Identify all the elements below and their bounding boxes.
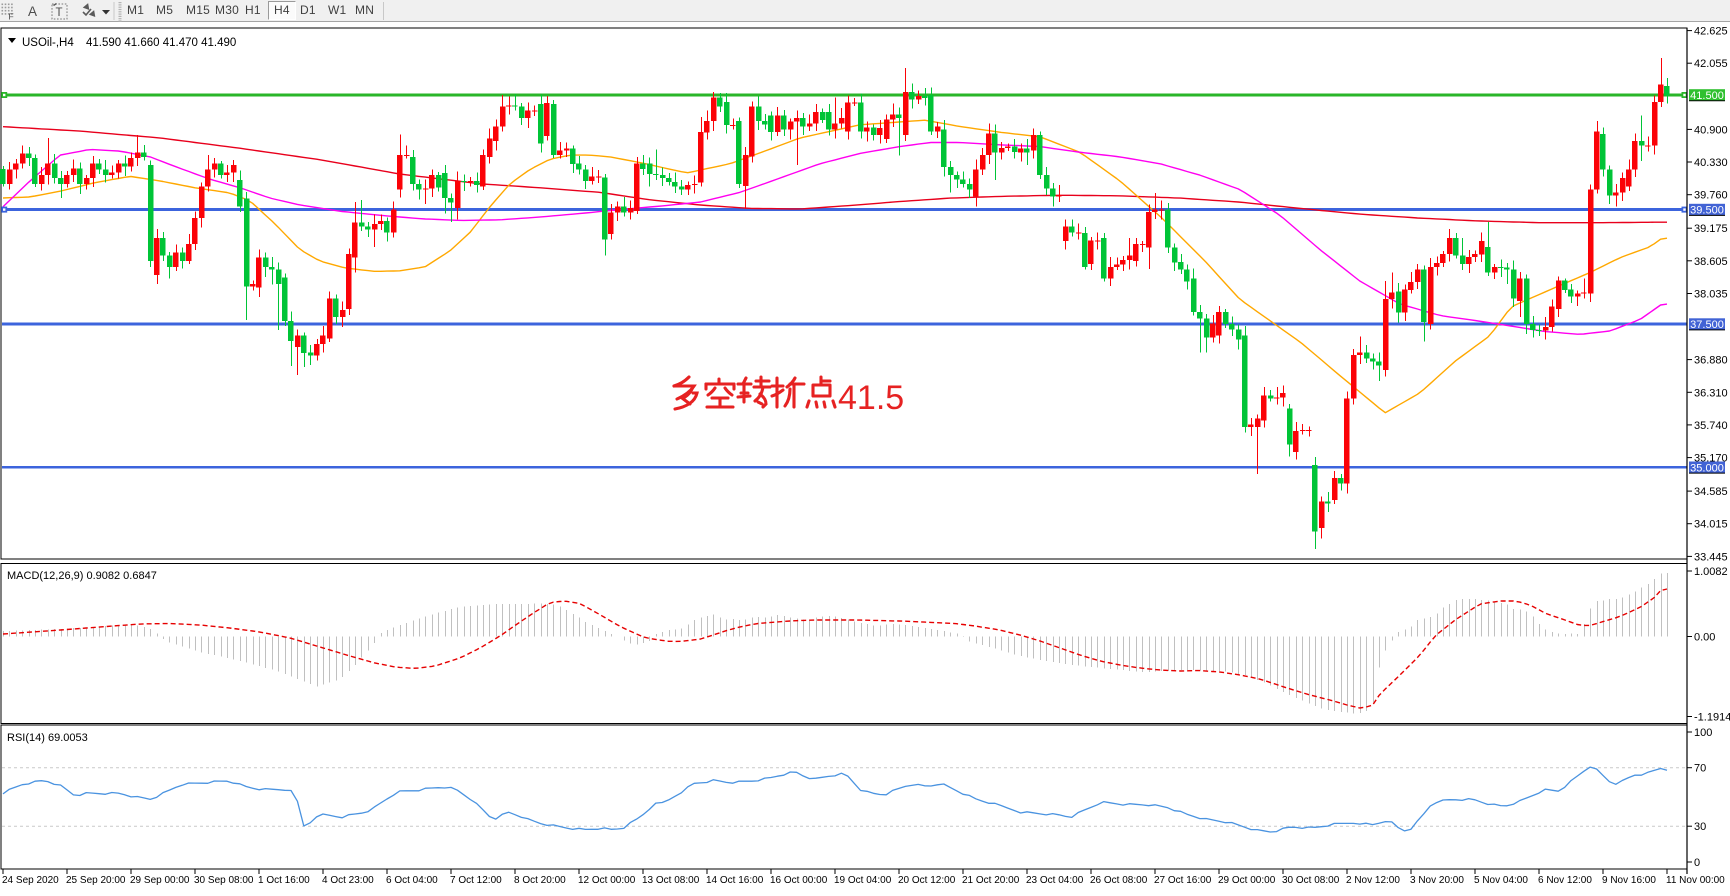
- svg-text:29 Oct 00:00: 29 Oct 00:00: [1218, 875, 1276, 886]
- svg-text:11 Nov 00:00: 11 Nov 00:00: [1666, 875, 1725, 886]
- svg-text:100: 100: [1694, 727, 1712, 739]
- svg-text:70: 70: [1694, 763, 1706, 775]
- svg-text:38.605: 38.605: [1694, 256, 1728, 268]
- svg-text:36.310: 36.310: [1694, 387, 1728, 399]
- svg-text:33.445: 33.445: [1694, 551, 1728, 563]
- svg-text:20 Oct 12:00: 20 Oct 12:00: [898, 875, 956, 886]
- svg-text:41.590 41.660 41.470 41.490: 41.590 41.660 41.470 41.490: [86, 37, 236, 49]
- svg-text:30 Oct 08:00: 30 Oct 08:00: [1282, 875, 1340, 886]
- svg-text:41.5: 41.5: [838, 379, 904, 417]
- svg-text:MACD(12,26,9) 0.9082 0.6847: MACD(12,26,9) 0.9082 0.6847: [7, 570, 157, 582]
- svg-text:5 Nov 04:00: 5 Nov 04:00: [1474, 875, 1528, 886]
- svg-text:2 Nov 12:00: 2 Nov 12:00: [1346, 875, 1400, 886]
- svg-text:0: 0: [1694, 857, 1700, 869]
- svg-text:38.035: 38.035: [1694, 289, 1728, 301]
- svg-text:40.900: 40.900: [1694, 124, 1728, 136]
- svg-text:T: T: [56, 7, 63, 19]
- svg-text:F: F: [9, 12, 14, 22]
- svg-text:14 Oct 16:00: 14 Oct 16:00: [706, 875, 764, 886]
- svg-text:13 Oct 08:00: 13 Oct 08:00: [642, 875, 700, 886]
- svg-text:35.000: 35.000: [1690, 462, 1724, 474]
- svg-text:36.880: 36.880: [1694, 355, 1728, 367]
- svg-text:RSI(14) 69.0053: RSI(14) 69.0053: [7, 732, 88, 744]
- svg-text:27 Oct 16:00: 27 Oct 16:00: [1154, 875, 1212, 886]
- svg-text:21 Oct 20:00: 21 Oct 20:00: [962, 875, 1020, 886]
- svg-text:19 Oct 04:00: 19 Oct 04:00: [834, 875, 892, 886]
- svg-text:1.0082: 1.0082: [1694, 566, 1728, 578]
- svg-text:A: A: [28, 4, 37, 19]
- svg-text:26 Oct 08:00: 26 Oct 08:00: [1090, 875, 1148, 886]
- svg-text:8 Oct 20:00: 8 Oct 20:00: [514, 875, 566, 886]
- svg-text:39.500: 39.500: [1690, 205, 1724, 217]
- svg-text:12 Oct 00:00: 12 Oct 00:00: [578, 875, 636, 886]
- svg-text:0.00: 0.00: [1694, 632, 1715, 644]
- svg-text:25 Sep 20:00: 25 Sep 20:00: [66, 875, 126, 886]
- svg-text:9 Nov 16:00: 9 Nov 16:00: [1602, 875, 1656, 886]
- svg-text:6 Oct 04:00: 6 Oct 04:00: [386, 875, 438, 886]
- svg-text:40.330: 40.330: [1694, 157, 1728, 169]
- svg-text:39.175: 39.175: [1694, 223, 1728, 235]
- svg-text:24 Sep 2020: 24 Sep 2020: [2, 875, 59, 886]
- svg-text:7 Oct 12:00: 7 Oct 12:00: [450, 875, 502, 886]
- svg-text:42.055: 42.055: [1694, 58, 1728, 70]
- svg-text:42.625: 42.625: [1694, 26, 1728, 38]
- svg-text:34.015: 34.015: [1694, 519, 1728, 531]
- svg-text:16 Oct 00:00: 16 Oct 00:00: [770, 875, 828, 886]
- svg-text:30 Sep 08:00: 30 Sep 08:00: [194, 875, 254, 886]
- svg-text:USOil-,H4: USOil-,H4: [22, 37, 74, 49]
- svg-text:-1.1914: -1.1914: [1694, 712, 1730, 724]
- svg-text:1 Oct 16:00: 1 Oct 16:00: [258, 875, 310, 886]
- svg-text:35.740: 35.740: [1694, 420, 1728, 432]
- svg-text:3 Nov 20:00: 3 Nov 20:00: [1410, 875, 1464, 886]
- svg-text:41.500: 41.500: [1690, 90, 1724, 102]
- svg-text:39.760: 39.760: [1694, 190, 1728, 202]
- svg-text:6 Nov 12:00: 6 Nov 12:00: [1538, 875, 1592, 886]
- svg-text:34.585: 34.585: [1694, 486, 1728, 498]
- svg-text:30: 30: [1694, 821, 1706, 833]
- svg-text:23 Oct 04:00: 23 Oct 04:00: [1026, 875, 1084, 886]
- svg-text:4 Oct 23:00: 4 Oct 23:00: [322, 875, 374, 886]
- svg-text:37.500: 37.500: [1690, 319, 1724, 331]
- svg-text:29 Sep 00:00: 29 Sep 00:00: [130, 875, 190, 886]
